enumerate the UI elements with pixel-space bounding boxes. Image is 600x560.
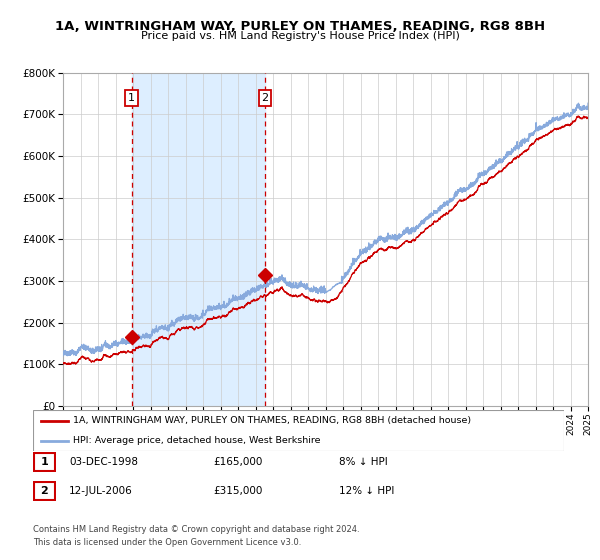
Text: 1A, WINTRINGHAM WAY, PURLEY ON THAMES, READING, RG8 8BH: 1A, WINTRINGHAM WAY, PURLEY ON THAMES, R… (55, 20, 545, 32)
Text: £165,000: £165,000 (213, 457, 262, 467)
FancyBboxPatch shape (34, 482, 55, 500)
Text: 2: 2 (41, 486, 48, 496)
Text: 8% ↓ HPI: 8% ↓ HPI (339, 457, 388, 467)
Text: Contains HM Land Registry data © Crown copyright and database right 2024.
This d: Contains HM Land Registry data © Crown c… (33, 525, 359, 547)
Text: Price paid vs. HM Land Registry's House Price Index (HPI): Price paid vs. HM Land Registry's House … (140, 31, 460, 41)
Text: 2: 2 (262, 93, 269, 103)
Text: 12-JUL-2006: 12-JUL-2006 (69, 486, 133, 496)
Text: 1A, WINTRINGHAM WAY, PURLEY ON THAMES, READING, RG8 8BH (detached house): 1A, WINTRINGHAM WAY, PURLEY ON THAMES, R… (73, 416, 471, 425)
Text: 03-DEC-1998: 03-DEC-1998 (69, 457, 138, 467)
Text: 12% ↓ HPI: 12% ↓ HPI (339, 486, 394, 496)
FancyBboxPatch shape (34, 453, 55, 471)
Text: 1: 1 (128, 93, 135, 103)
FancyBboxPatch shape (33, 410, 564, 451)
Text: 1: 1 (41, 457, 48, 467)
Bar (131, 73, 265, 406)
Text: HPI: Average price, detached house, West Berkshire: HPI: Average price, detached house, West… (73, 436, 320, 445)
Text: £315,000: £315,000 (213, 486, 262, 496)
